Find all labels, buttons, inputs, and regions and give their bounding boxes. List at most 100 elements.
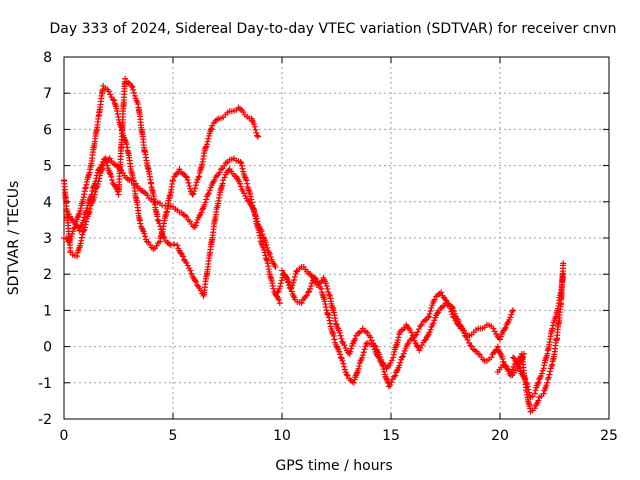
data-point [547, 368, 554, 375]
data-point [340, 360, 347, 367]
data-point [84, 205, 91, 212]
data-point [425, 314, 432, 321]
data-point [352, 335, 359, 342]
data-point [207, 126, 214, 133]
data-point [285, 278, 292, 285]
data-point [71, 219, 78, 226]
data-point [189, 191, 196, 198]
data-point [389, 376, 396, 383]
data-point [385, 383, 392, 390]
data-point [202, 144, 209, 151]
data-point [548, 362, 555, 369]
data-point [261, 246, 268, 253]
data-point [388, 379, 395, 386]
data-point [438, 289, 445, 296]
data-point [298, 300, 305, 307]
data-point [267, 254, 274, 260]
data-point [367, 334, 374, 341]
data-point [350, 379, 357, 386]
data-point [303, 292, 310, 299]
y-tick-label: 5 [43, 159, 52, 175]
data-point [287, 285, 294, 292]
data-point [431, 296, 438, 303]
data-point [353, 371, 360, 378]
data-point [186, 182, 193, 189]
data-point [526, 389, 533, 396]
data-point [70, 225, 77, 232]
data-point [129, 84, 136, 91]
data-point [331, 336, 338, 343]
data-point [499, 356, 506, 363]
y-tick-label: 8 [43, 50, 52, 66]
data-point [336, 329, 343, 336]
data-point [544, 379, 551, 386]
data-point [88, 191, 95, 198]
data-point [388, 357, 395, 364]
data-point [250, 121, 257, 128]
y-tick-label: -2 [38, 412, 52, 428]
data-point [272, 263, 279, 270]
data-point [128, 82, 135, 89]
data-point [337, 351, 344, 358]
y-axis-label: SDTVAR / TECUs [6, 181, 22, 296]
data-point [430, 320, 437, 327]
data-point [338, 335, 345, 342]
data-point [242, 174, 249, 181]
data-point [81, 214, 88, 221]
data-point [510, 354, 517, 361]
data-point [396, 362, 403, 369]
data-point [131, 89, 138, 96]
data-point [221, 174, 228, 181]
series-track-6 [494, 260, 567, 415]
data-point [253, 215, 260, 222]
y-tick-label: 2 [43, 267, 52, 283]
data-point [281, 272, 288, 279]
data-point [104, 162, 111, 169]
data-point [287, 282, 294, 289]
data-point [284, 275, 291, 282]
data-point [380, 366, 387, 373]
data-point [254, 132, 261, 139]
data-point [202, 199, 209, 206]
data-point [234, 175, 241, 182]
data-point [93, 175, 100, 182]
x-tick-label: 15 [382, 428, 400, 444]
data-point [510, 307, 517, 314]
data-point [286, 279, 293, 286]
axis-ticks: 0 5 10 15 20 25 -2 -1 0 1 2 3 4 5 6 7 8 [38, 50, 618, 444]
data-point [497, 336, 503, 343]
data-point [339, 338, 346, 345]
data-point [427, 307, 434, 314]
series-track-3 [63, 75, 279, 299]
data-point [455, 318, 462, 325]
data-point [360, 349, 367, 356]
data-point [363, 341, 370, 348]
data-point [399, 353, 406, 360]
data-point [341, 363, 348, 370]
data-point [237, 158, 244, 165]
data-point [425, 313, 432, 320]
data-point [266, 251, 273, 258]
data-point [204, 141, 211, 148]
data-point [191, 188, 198, 195]
data-point [290, 276, 297, 283]
data-point [179, 253, 186, 260]
data-point [370, 343, 377, 350]
data-point [355, 365, 362, 372]
data-point [92, 178, 99, 185]
data-point [109, 96, 116, 103]
data-point [293, 268, 300, 275]
data-point [92, 188, 99, 195]
data-point [220, 177, 227, 184]
data-point [274, 289, 281, 296]
data-point [75, 213, 82, 220]
data-point [225, 167, 232, 174]
data-point [255, 133, 262, 140]
data-marks [61, 75, 567, 415]
data-point [357, 358, 364, 365]
data-point [185, 179, 192, 186]
y-tick-label: 0 [43, 340, 52, 356]
data-point [337, 332, 344, 339]
data-point [64, 208, 71, 215]
